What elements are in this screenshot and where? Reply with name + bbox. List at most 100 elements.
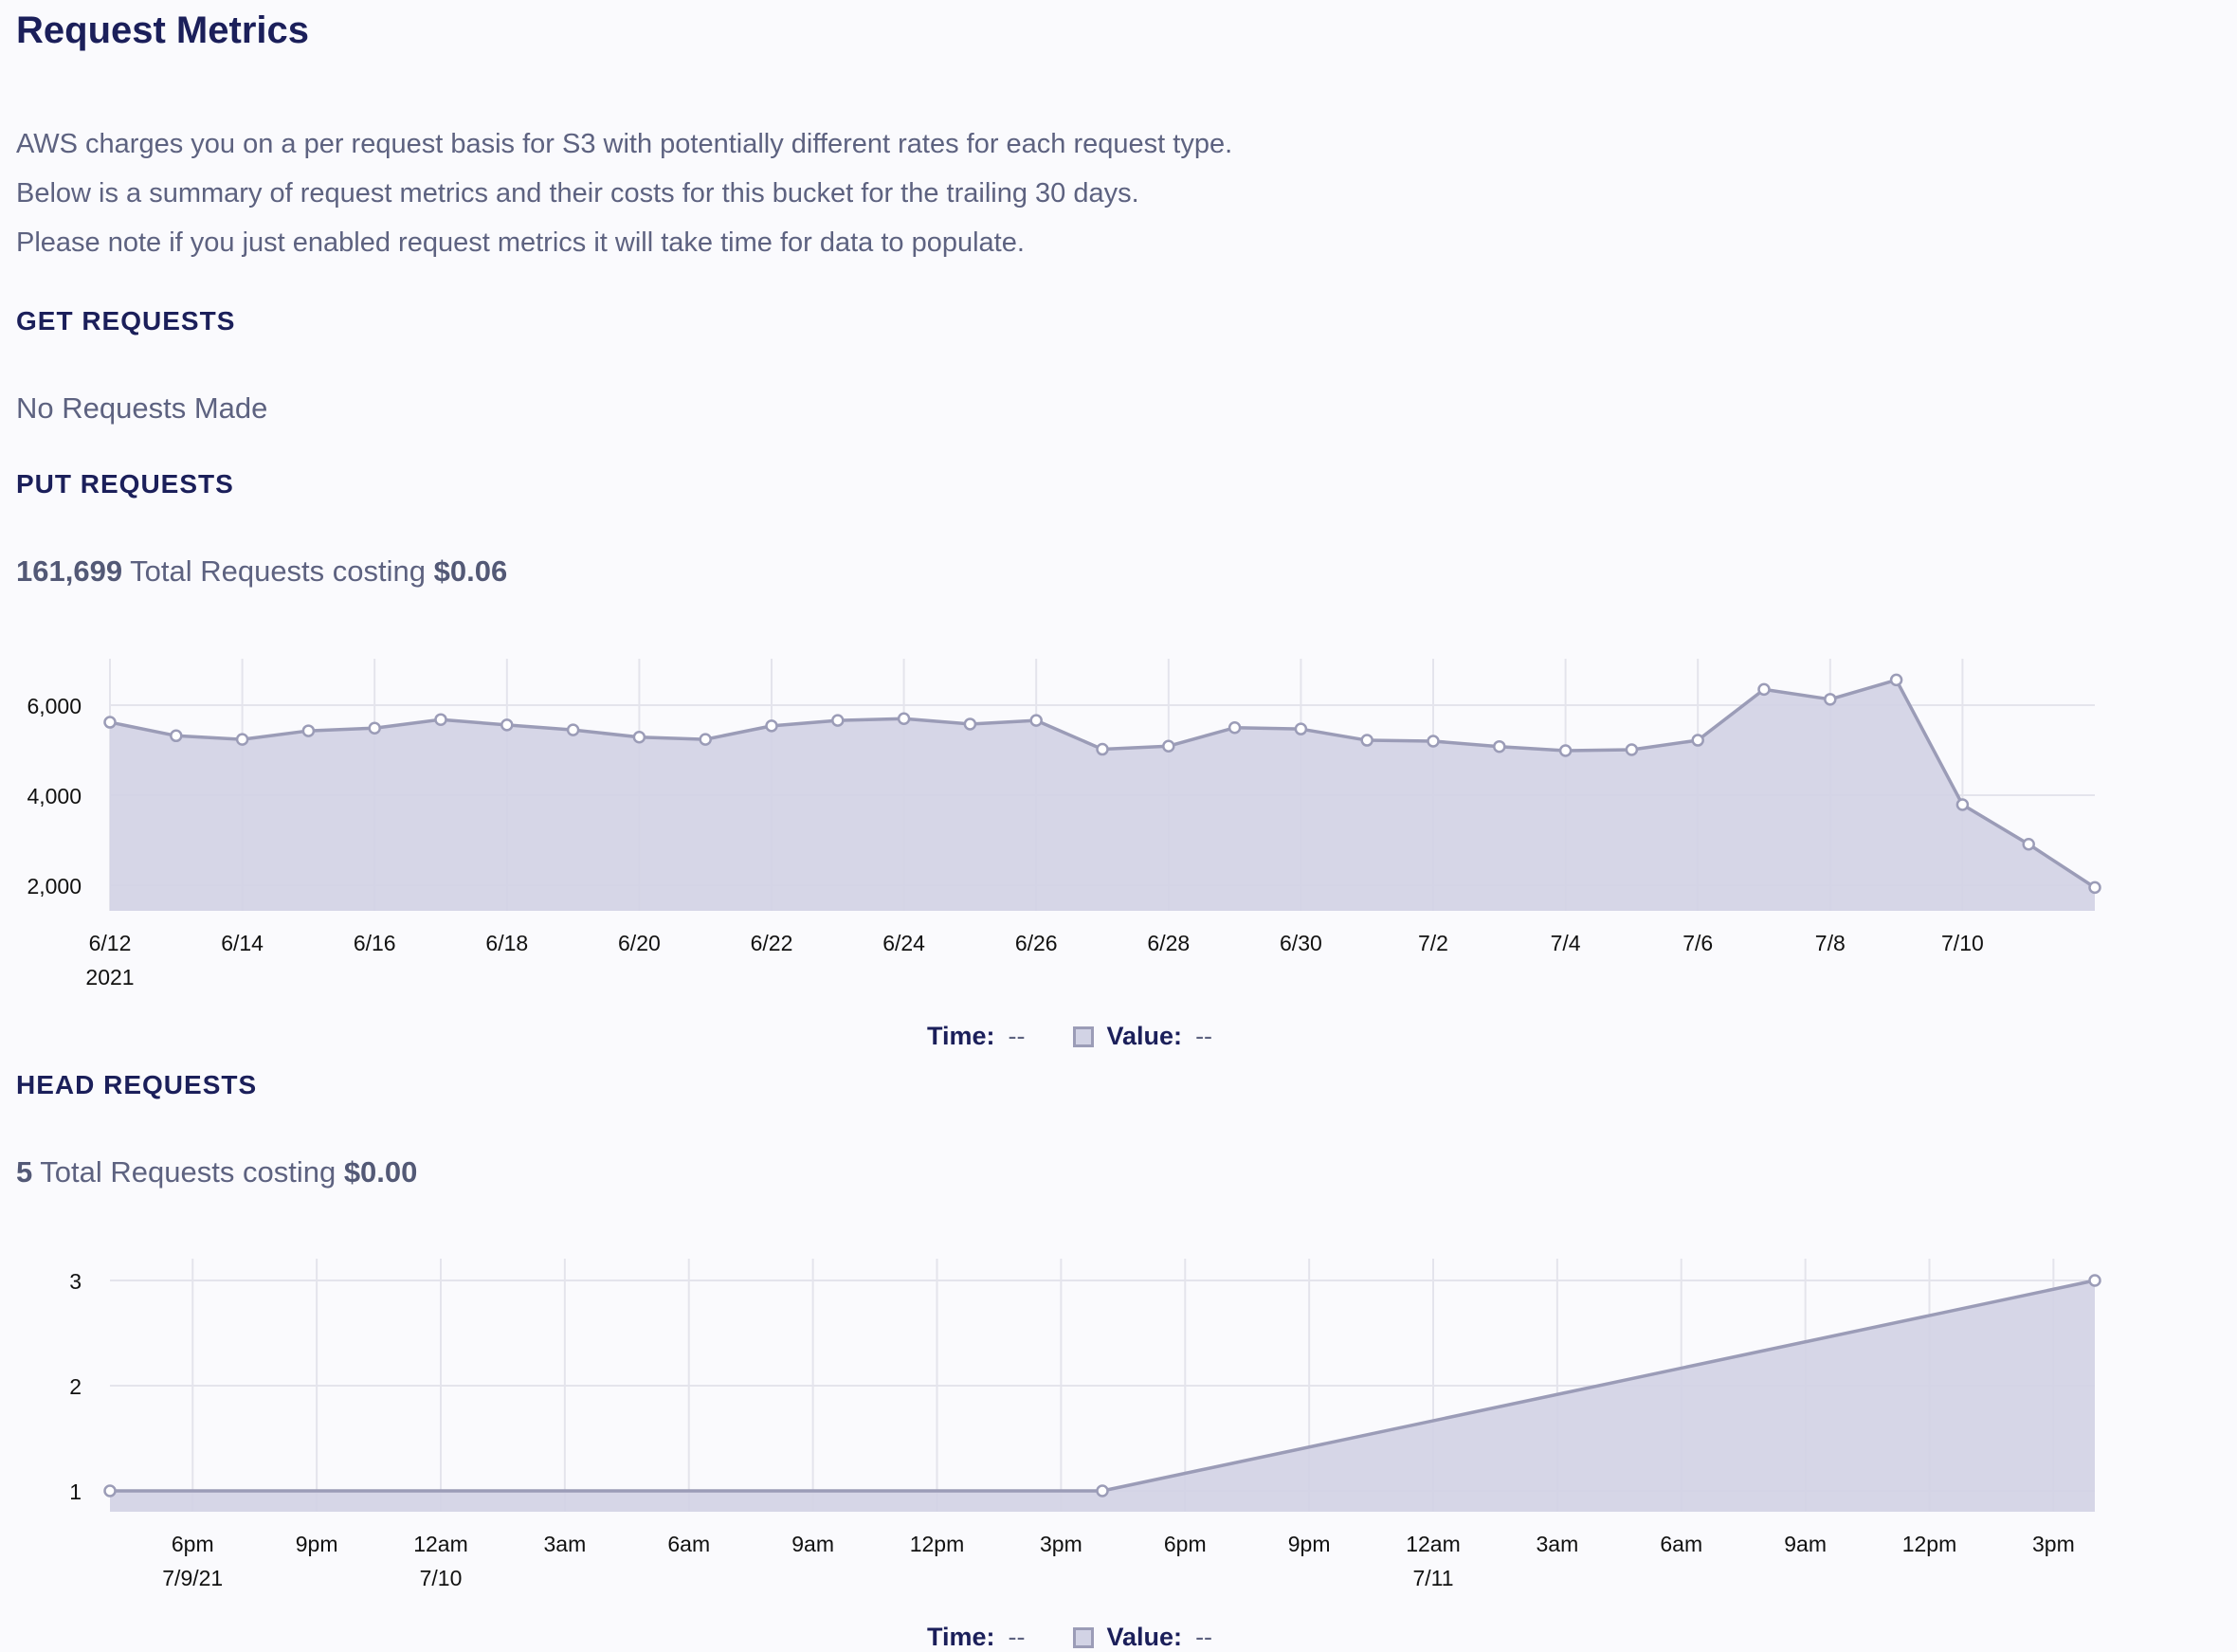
head-area — [110, 1280, 2095, 1512]
put-xtick-label: 6/20 — [618, 931, 661, 955]
head-ytick-label: 1 — [69, 1480, 82, 1504]
legend-value-value: -- — [1195, 1623, 1213, 1651]
put-xtick-label: 6/30 — [1280, 931, 1322, 955]
put-xtick-label: 7/4 — [1551, 931, 1581, 955]
put-xtick-sublabel: 2021 — [85, 965, 134, 989]
head-xtick-sublabel: 7/10 — [420, 1566, 463, 1590]
put-ytick-label: 2,000 — [27, 874, 82, 899]
put-ytick-label: 6,000 — [27, 694, 82, 718]
head-xtick-sublabel: 7/9/21 — [162, 1566, 223, 1590]
head-xtick-label: 6am — [667, 1532, 710, 1556]
put-xtick-label: 6/24 — [882, 931, 925, 955]
head-xtick-label: 6pm — [1164, 1532, 1207, 1556]
legend-value-swatch — [1072, 1026, 1094, 1047]
description-line-3: Please note if you just enabled request … — [16, 227, 1025, 258]
put-xtick-label: 6/26 — [1015, 931, 1058, 955]
put-area — [110, 680, 2095, 911]
head-requests-summary: 5 Total Requests costing $0.00 — [16, 1155, 417, 1189]
head-xtick-label: 12am — [1406, 1532, 1461, 1556]
put-data-point — [831, 714, 845, 727]
legend-time-value: -- — [1008, 1623, 1026, 1651]
get-requests-title: GET REQUESTS — [16, 306, 236, 336]
put-data-point — [170, 729, 183, 743]
put-data-point — [368, 721, 381, 735]
head-xtick-label: 3am — [544, 1532, 587, 1556]
put-data-point — [434, 713, 447, 726]
legend-value-swatch — [1072, 1626, 1094, 1648]
head-xtick-label: 9am — [1784, 1532, 1827, 1556]
head-requests-title: HEAD REQUESTS — [16, 1070, 258, 1099]
put-data-point — [2088, 880, 2101, 895]
put-chart-legend: Time: -- Value: -- — [927, 1022, 1212, 1051]
put-xtick-label: 7/10 — [1941, 931, 1984, 955]
put-data-point — [1955, 798, 1970, 811]
head-xtick-label: 9pm — [1288, 1532, 1331, 1556]
put-xtick-label: 7/8 — [1815, 931, 1846, 955]
head-xtick-label: 3pm — [1040, 1532, 1082, 1556]
put-data-point — [897, 712, 911, 725]
head-xtick-label: 6pm — [172, 1532, 214, 1556]
head-xtick-label: 9am — [791, 1532, 834, 1556]
put-xtick-label: 6/22 — [751, 931, 793, 955]
head-total: 5 — [16, 1155, 33, 1189]
put-requests-chart[interactable]: 2,000 4,000 6,000 6/12 2021 6/14 6/16 6/18 6/20 6… — [0, 644, 2237, 1024]
legend-time-label: Time: — [927, 1022, 995, 1050]
head-xtick-label: 12am — [413, 1532, 468, 1556]
head-xtick-label: 3am — [1537, 1532, 1579, 1556]
head-data-point — [1096, 1484, 1109, 1498]
description-line-2: Below is a summary of request metrics an… — [16, 178, 1139, 209]
head-cost: $0.00 — [343, 1155, 418, 1189]
head-xtick-sublabel: 7/11 — [1412, 1566, 1453, 1590]
put-data-point — [699, 733, 712, 746]
head-xtick-label: 12pm — [910, 1532, 965, 1556]
put-xtick-label: 6/28 — [1147, 931, 1190, 955]
put-data-point — [632, 730, 646, 744]
get-requests-empty: No Requests Made — [16, 391, 268, 425]
put-xtick-label: 7/2 — [1418, 931, 1448, 955]
head-xtick-label: 3pm — [2032, 1532, 2075, 1556]
head-xtick-label: 6am — [1660, 1532, 1702, 1556]
put-xtick-label: 6/12 — [89, 931, 132, 955]
head-requests-chart[interactable]: 1 2 3 6pm 7/9/21 9pm 12am 7/10 3am 6am 9am 12pm 3pm 6… — [0, 1244, 2237, 1614]
put-data-point — [1625, 743, 1639, 756]
legend-value-label: Value: — [1106, 1623, 1183, 1651]
put-data-point — [1558, 744, 1573, 757]
head-data-point — [103, 1484, 117, 1498]
legend-value-value: -- — [1195, 1022, 1213, 1050]
head-xtick-label: 9pm — [296, 1532, 338, 1556]
put-data-point — [1493, 739, 1506, 753]
put-data-point — [1889, 673, 1903, 687]
legend-value-label: Value: — [1106, 1022, 1183, 1050]
put-xtick-label: 6/16 — [354, 931, 396, 955]
put-cost: $0.06 — [433, 554, 508, 588]
put-data-point — [1824, 693, 1837, 706]
put-data-point — [1427, 735, 1440, 748]
put-xtick-label: 6/14 — [221, 931, 264, 955]
put-xtick-label: 6/18 — [485, 931, 528, 955]
put-data-point — [1162, 739, 1175, 753]
put-data-point — [1096, 742, 1109, 756]
put-data-point — [500, 718, 514, 732]
put-data-point — [301, 724, 316, 737]
legend-time-value: -- — [1008, 1022, 1026, 1050]
page-title: Request Metrics — [16, 9, 309, 51]
put-requests-summary: 161,699 Total Requests costing $0.06 — [16, 554, 507, 589]
put-data-point — [2022, 838, 2035, 851]
put-xtick-label: 7/6 — [1682, 931, 1713, 955]
put-data-point — [1029, 714, 1043, 727]
head-ytick-label: 3 — [69, 1269, 82, 1294]
put-data-point — [1294, 722, 1308, 735]
head-total-text: Total Requests costing — [32, 1155, 344, 1189]
put-data-point — [235, 733, 249, 746]
put-ytick-label: 4,000 — [27, 784, 82, 808]
put-data-point — [1228, 721, 1242, 735]
put-total: 161,699 — [16, 554, 123, 588]
legend-time-label: Time: — [927, 1623, 995, 1651]
put-data-point — [103, 716, 117, 729]
description-line-1: AWS charges you on a per request basis f… — [16, 129, 1233, 159]
put-data-point — [1757, 682, 1771, 697]
put-total-text: Total Requests costing — [122, 554, 434, 588]
head-chart-legend: Time: -- Value: -- — [927, 1623, 1212, 1652]
put-data-point — [566, 723, 580, 736]
put-data-point — [1691, 734, 1704, 747]
